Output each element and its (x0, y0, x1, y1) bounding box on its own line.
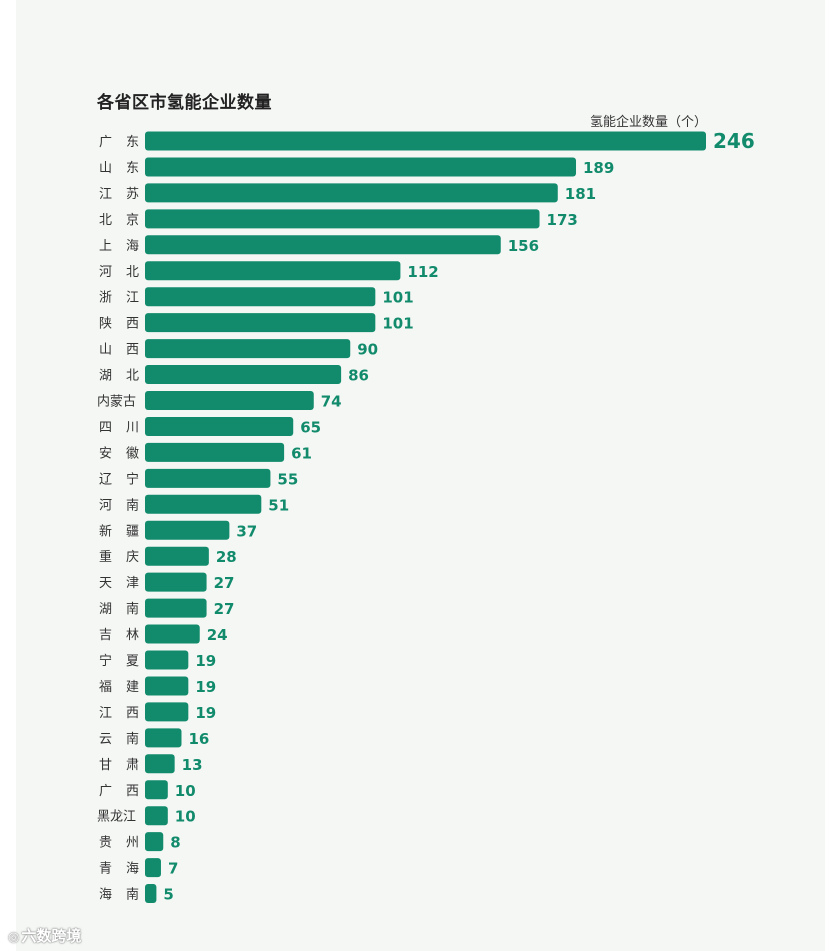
bar (145, 650, 189, 670)
category-label: 浙江 (99, 291, 139, 306)
value-label: 16 (188, 730, 209, 748)
value-label: 90 (357, 341, 378, 359)
value-label: 8 (170, 834, 180, 852)
value-label: 5 (163, 886, 173, 904)
value-label: 37 (236, 522, 257, 540)
category-label: 安徽 (99, 446, 139, 461)
category-label: 河南 (99, 497, 139, 513)
category-label: 云南 (99, 731, 139, 747)
bar (145, 520, 230, 540)
watermark: ◎ 六数跨境 (8, 925, 81, 946)
bar (145, 780, 168, 800)
category-label: 湖南 (99, 601, 139, 617)
value-label: 112 (407, 263, 438, 281)
value-label: 24 (207, 626, 228, 644)
bar (145, 572, 207, 592)
category-label: 四川 (99, 420, 139, 435)
category-label: 甘肃 (99, 758, 139, 773)
category-label: 江西 (99, 706, 139, 721)
value-label: 173 (547, 211, 578, 229)
category-label: 新疆 (99, 523, 139, 539)
category-label: 河北 (99, 265, 139, 280)
category-label: 内蒙古 (97, 394, 136, 410)
bar (145, 339, 351, 359)
category-label: 贵州 (99, 836, 139, 851)
category-label: 山西 (99, 343, 139, 358)
bar (145, 806, 168, 826)
value-label: 189 (583, 159, 614, 177)
value-label: 55 (277, 470, 298, 488)
value-label: 13 (182, 756, 203, 774)
bar (145, 131, 706, 151)
value-label: 19 (195, 704, 216, 722)
category-label: 陕西 (99, 317, 139, 332)
bar (145, 858, 161, 878)
bar (145, 754, 175, 774)
left-margin (0, 0, 16, 951)
category-label: 广西 (99, 784, 139, 799)
category-label: 吉林 (99, 628, 139, 643)
category-label: 海南 (99, 887, 139, 903)
value-label: 101 (382, 289, 413, 307)
category-label: 青海 (99, 862, 139, 877)
bar (145, 235, 501, 255)
category-label: 重庆 (99, 549, 139, 565)
value-label: 156 (508, 237, 539, 255)
bar (145, 391, 314, 410)
value-label: 19 (195, 678, 216, 696)
value-label: 246 (713, 129, 755, 153)
bar (145, 598, 207, 618)
bar (145, 157, 577, 177)
category-label: 北京 (99, 213, 139, 228)
bar (145, 209, 540, 229)
category-label: 江苏 (99, 186, 139, 202)
bar (145, 287, 376, 307)
category-label: 福建 (99, 680, 139, 695)
value-label: 74 (321, 393, 342, 411)
bar (145, 313, 376, 333)
bar (145, 728, 182, 748)
eye-icon: ◎ (8, 930, 20, 945)
bar (145, 365, 342, 385)
category-label: 广东 (99, 135, 139, 150)
category-label: 天津 (99, 576, 139, 591)
category-label: 辽宁 (99, 471, 139, 487)
value-label: 27 (214, 600, 235, 618)
bar (145, 494, 262, 514)
bar (145, 624, 200, 644)
value-label: 27 (214, 574, 235, 592)
category-label: 黑龙江 (97, 810, 136, 825)
category-label: 宁夏 (99, 653, 139, 669)
value-label: 181 (565, 185, 596, 203)
value-label: 19 (195, 652, 216, 670)
bar (145, 832, 164, 852)
value-label: 65 (300, 418, 321, 436)
value-label: 10 (175, 808, 196, 826)
bar (145, 702, 189, 722)
value-label: 28 (216, 548, 237, 566)
bar (145, 261, 401, 281)
value-label: 86 (348, 367, 369, 385)
bar (145, 442, 285, 462)
value-label: 101 (382, 315, 413, 333)
bar (145, 183, 558, 203)
value-label: 51 (268, 496, 289, 514)
bar (145, 884, 157, 904)
bar (145, 676, 189, 696)
unit-label: 氢能企业数量（个） (590, 115, 708, 130)
value-label: 7 (168, 860, 178, 878)
bar (145, 546, 209, 566)
category-label: 湖北 (99, 369, 139, 384)
watermark-text: 六数跨境 (21, 927, 82, 945)
right-margin (825, 0, 831, 951)
bar (145, 468, 271, 488)
category-label: 山东 (99, 161, 139, 176)
chart-title: 各省区市氢能企业数量 (97, 93, 272, 113)
value-label: 10 (175, 782, 196, 800)
category-label: 上海 (99, 239, 139, 254)
value-label: 61 (291, 444, 312, 462)
bar (145, 416, 294, 436)
